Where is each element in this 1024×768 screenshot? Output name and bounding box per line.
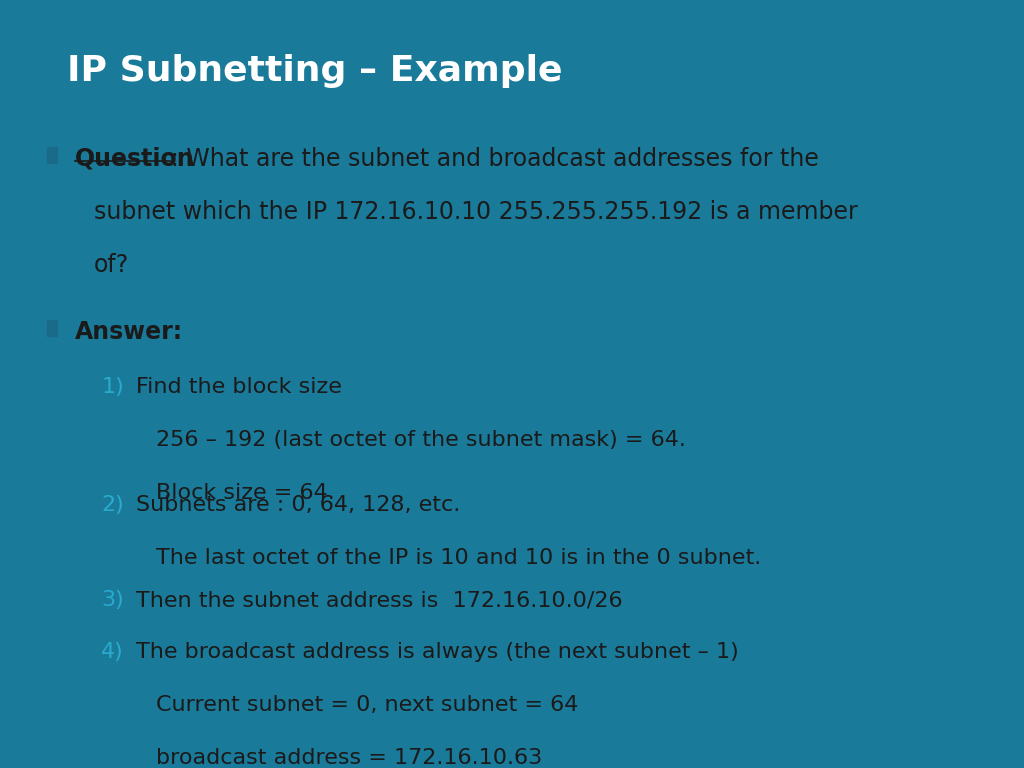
Text: 3): 3)	[101, 591, 124, 611]
Text: Then the subnet address is  172.16.10.0/26: Then the subnet address is 172.16.10.0/2…	[136, 591, 623, 611]
Text: broadcast address = 172.16.10.63: broadcast address = 172.16.10.63	[156, 748, 543, 768]
Bar	[47, 147, 57, 163]
Text: The last octet of the IP is 10 and 10 is in the 0 subnet.: The last octet of the IP is 10 and 10 is…	[156, 548, 762, 568]
Text: Find the block size: Find the block size	[136, 376, 342, 396]
Text: 1): 1)	[101, 376, 124, 396]
Text: 4): 4)	[101, 642, 124, 662]
Bar	[47, 319, 57, 336]
Text: Current subnet = 0, next subnet = 64: Current subnet = 0, next subnet = 64	[156, 695, 579, 715]
Text: subnet which the IP 172.16.10.10 255.255.255.192 is a member: subnet which the IP 172.16.10.10 255.255…	[94, 200, 858, 223]
Text: of?: of?	[94, 253, 129, 276]
Text: The broadcast address is always (the next subnet – 1): The broadcast address is always (the nex…	[136, 642, 739, 662]
Text: Subnets are : 0, 64, 128, etc.: Subnets are : 0, 64, 128, etc.	[136, 495, 461, 515]
Text: 2): 2)	[101, 495, 124, 515]
Text: Answer:: Answer:	[75, 319, 182, 344]
Text: 256 – 192 (last octet of the subnet mask) = 64.: 256 – 192 (last octet of the subnet mask…	[156, 430, 686, 450]
Text: IP Subnetting – Example: IP Subnetting – Example	[67, 54, 562, 88]
Text: : What are the subnet and broadcast addresses for the: : What are the subnet and broadcast addr…	[171, 147, 819, 170]
Text: Block size = 64.: Block size = 64.	[156, 483, 335, 503]
Text: Question: Question	[75, 147, 195, 170]
